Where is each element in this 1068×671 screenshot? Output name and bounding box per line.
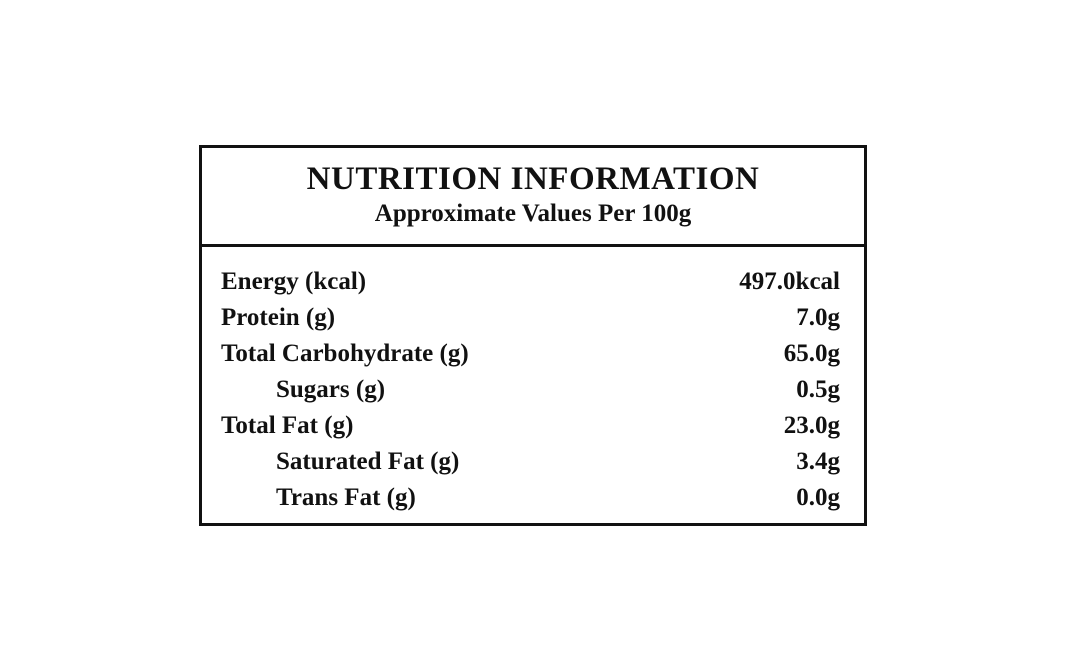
nutrient-label: Saturated Fat (g) — [276, 448, 460, 475]
nutrient-row: Protein (g) 7.0g — [202, 300, 864, 336]
sub-nutrient-row: Sugars (g) 0.5g — [202, 372, 864, 408]
nutrient-value: 0.0g — [796, 484, 840, 511]
nutrient-value: 65.0g — [783, 340, 840, 367]
label-header: NUTRITION INFORMATION Approximate Values… — [202, 148, 864, 247]
nutrient-label: Total Fat (g) — [221, 412, 354, 439]
nutrient-rows: Energy (kcal) 497.0kcal Protein (g) 7.0g Tot… — [202, 247, 864, 516]
title: NUTRITION INFORMATION — [306, 161, 760, 197]
nutrient-label: Trans Fat (g) — [276, 484, 416, 511]
nutrient-row: Energy (kcal) 497.0kcal — [202, 264, 864, 300]
sub-nutrient-row: Saturated Fat (g) 3.4g — [202, 444, 864, 480]
subtitle: Approximate Values Per 100g — [374, 200, 692, 227]
nutrient-value: 23.0g — [783, 412, 840, 439]
nutrient-row: Total Fat (g) 23.0g — [202, 408, 864, 444]
nutrient-value: 3.4g — [796, 448, 840, 475]
nutrient-label: Sugars (g) — [276, 376, 386, 403]
nutrient-label: Total Carbohydrate (g) — [221, 340, 469, 367]
nutrient-label: Protein (g) — [221, 304, 336, 331]
sub-nutrient-row: Trans Fat (g) 0.0g — [202, 480, 864, 516]
nutrient-label: Energy (kcal) — [221, 268, 367, 295]
nutrient-value: 7.0g — [796, 304, 840, 331]
nutrient-value: 0.5g — [796, 376, 840, 403]
nutrition-label: NUTRITION INFORMATION Approximate Values… — [199, 145, 867, 526]
nutrient-row: Total Carbohydrate (g) 65.0g — [202, 336, 864, 372]
nutrient-value: 497.0kcal — [739, 268, 840, 295]
